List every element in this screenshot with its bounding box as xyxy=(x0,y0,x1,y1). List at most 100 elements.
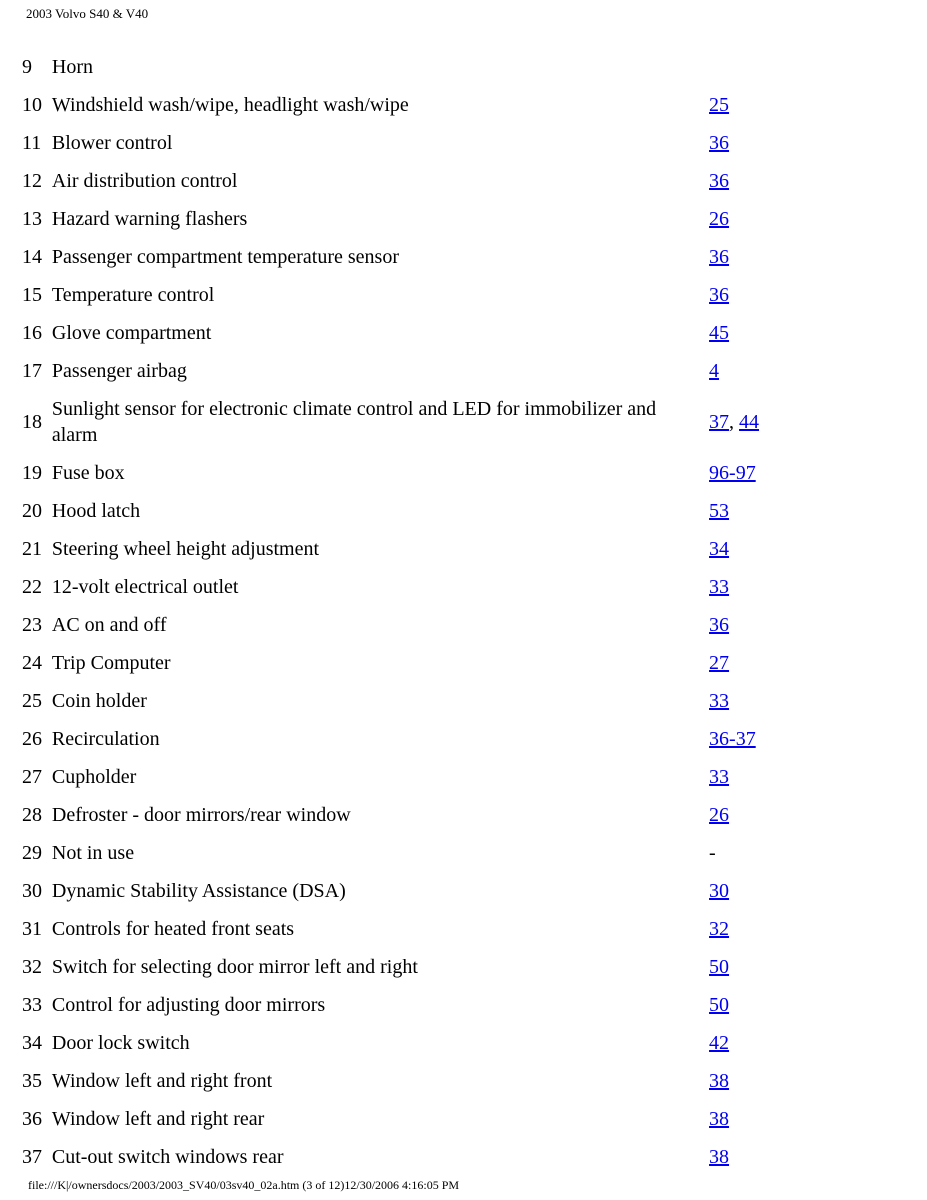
row-description: Switch for selecting door mirror left an… xyxy=(50,948,707,986)
row-page-ref: 36 xyxy=(707,124,790,162)
page-link[interactable]: 36 xyxy=(709,284,729,306)
row-description: Passenger compartment temperature sensor xyxy=(50,238,707,276)
row-page-ref: 36 xyxy=(707,238,790,276)
table-row: 18Sunlight sensor for electronic climate… xyxy=(20,390,790,454)
page-link[interactable]: 42 xyxy=(709,1032,729,1054)
row-description: Hazard warning flashers xyxy=(50,200,707,238)
row-description: Door lock switch xyxy=(50,1024,707,1062)
row-page-ref: 36 xyxy=(707,162,790,200)
row-number: 25 xyxy=(20,682,50,720)
page-link[interactable]: 44 xyxy=(739,411,759,433)
row-number: 27 xyxy=(20,758,50,796)
table-row: 35Window left and right front38 xyxy=(20,1062,790,1100)
row-number: 19 xyxy=(20,454,50,492)
page-link[interactable]: 38 xyxy=(709,1146,729,1168)
page-link[interactable]: 96-97 xyxy=(709,462,756,484)
page-link[interactable]: 45 xyxy=(709,322,729,344)
table-row: 12Air distribution control36 xyxy=(20,162,790,200)
row-page-ref: 42 xyxy=(707,1024,790,1062)
row-number: 21 xyxy=(20,530,50,568)
page-link[interactable]: 27 xyxy=(709,652,729,674)
row-number: 13 xyxy=(20,200,50,238)
row-page-ref: 26 xyxy=(707,200,790,238)
row-description: 12-volt electrical outlet xyxy=(50,568,707,606)
row-number: 16 xyxy=(20,314,50,352)
row-page-ref: 38 xyxy=(707,1138,790,1176)
row-page-ref: 33 xyxy=(707,758,790,796)
table-row: 16Glove compartment45 xyxy=(20,314,790,352)
row-description: Air distribution control xyxy=(50,162,707,200)
page-link[interactable]: 26 xyxy=(709,804,729,826)
page-link[interactable]: 33 xyxy=(709,766,729,788)
row-description: Cut-out switch windows rear xyxy=(50,1138,707,1176)
row-description: Defroster - door mirrors/rear window xyxy=(50,796,707,834)
row-number: 11 xyxy=(20,124,50,162)
row-number: 31 xyxy=(20,910,50,948)
table-row: 17Passenger airbag4 xyxy=(20,352,790,390)
page-link[interactable]: 37 xyxy=(709,411,729,433)
table-row: 21Steering wheel height adjustment34 xyxy=(20,530,790,568)
row-description: Controls for heated front seats xyxy=(50,910,707,948)
row-number: 32 xyxy=(20,948,50,986)
page-link[interactable]: 33 xyxy=(709,576,729,598)
row-description: Blower control xyxy=(50,124,707,162)
row-number: 28 xyxy=(20,796,50,834)
row-number: 20 xyxy=(20,492,50,530)
row-description: Not in use xyxy=(50,834,707,872)
row-number: 10 xyxy=(20,86,50,124)
page-header: 2003 Volvo S40 & V40 xyxy=(0,0,927,22)
page-link[interactable]: 50 xyxy=(709,956,729,978)
row-number: 26 xyxy=(20,720,50,758)
table-row: 34Door lock switch42 xyxy=(20,1024,790,1062)
table-row: 11Blower control36 xyxy=(20,124,790,162)
table-row: 13Hazard warning flashers26 xyxy=(20,200,790,238)
row-number: 23 xyxy=(20,606,50,644)
row-description: Cupholder xyxy=(50,758,707,796)
page-link[interactable]: 25 xyxy=(709,94,729,116)
row-page-ref: 36-37 xyxy=(707,720,790,758)
table-row: 15Temperature control36 xyxy=(20,276,790,314)
row-description: Dynamic Stability Assistance (DSA) xyxy=(50,872,707,910)
row-page-ref: 30 xyxy=(707,872,790,910)
row-description: Hood latch xyxy=(50,492,707,530)
page-link[interactable]: 34 xyxy=(709,538,729,560)
page-link[interactable]: 4 xyxy=(709,360,719,382)
row-number: 33 xyxy=(20,986,50,1024)
row-page-ref: 25 xyxy=(707,86,790,124)
row-number: 30 xyxy=(20,872,50,910)
row-page-ref: 50 xyxy=(707,948,790,986)
row-number: 17 xyxy=(20,352,50,390)
page-link[interactable]: 30 xyxy=(709,880,729,902)
row-description: Fuse box xyxy=(50,454,707,492)
row-page-ref: 96-97 xyxy=(707,454,790,492)
index-table-body: 9Horn10Windshield wash/wipe, headlight w… xyxy=(20,48,790,1176)
page-link[interactable]: 36 xyxy=(709,170,729,192)
page-link[interactable]: 36 xyxy=(709,614,729,636)
row-number: 29 xyxy=(20,834,50,872)
row-page-ref: 38 xyxy=(707,1062,790,1100)
page-link[interactable]: 33 xyxy=(709,690,729,712)
table-row: 9Horn xyxy=(20,48,790,86)
page-link[interactable]: 50 xyxy=(709,994,729,1016)
table-row: 32Switch for selecting door mirror left … xyxy=(20,948,790,986)
page-link[interactable]: 36-37 xyxy=(709,728,756,750)
table-row: 2212-volt electrical outlet33 xyxy=(20,568,790,606)
table-row: 24Trip Computer27 xyxy=(20,644,790,682)
row-number: 12 xyxy=(20,162,50,200)
table-row: 10Windshield wash/wipe, headlight wash/w… xyxy=(20,86,790,124)
row-description: Windshield wash/wipe, headlight wash/wip… xyxy=(50,86,707,124)
page-link[interactable]: 38 xyxy=(709,1108,729,1130)
page-link[interactable]: 36 xyxy=(709,246,729,268)
row-page-ref: 36 xyxy=(707,606,790,644)
page-link[interactable]: 36 xyxy=(709,132,729,154)
page-link[interactable]: 38 xyxy=(709,1070,729,1092)
page-link[interactable]: 32 xyxy=(709,918,729,940)
page-footer: file:///K|/ownersdocs/2003/2003_SV40/03s… xyxy=(28,1178,459,1193)
table-row: 28Defroster - door mirrors/rear window26 xyxy=(20,796,790,834)
page-link[interactable]: 53 xyxy=(709,500,729,522)
row-page-ref: 37, 44 xyxy=(707,390,790,454)
page-link[interactable]: 26 xyxy=(709,208,729,230)
row-page-ref: 50 xyxy=(707,986,790,1024)
table-row: 19Fuse box96-97 xyxy=(20,454,790,492)
table-row: 14Passenger compartment temperature sens… xyxy=(20,238,790,276)
